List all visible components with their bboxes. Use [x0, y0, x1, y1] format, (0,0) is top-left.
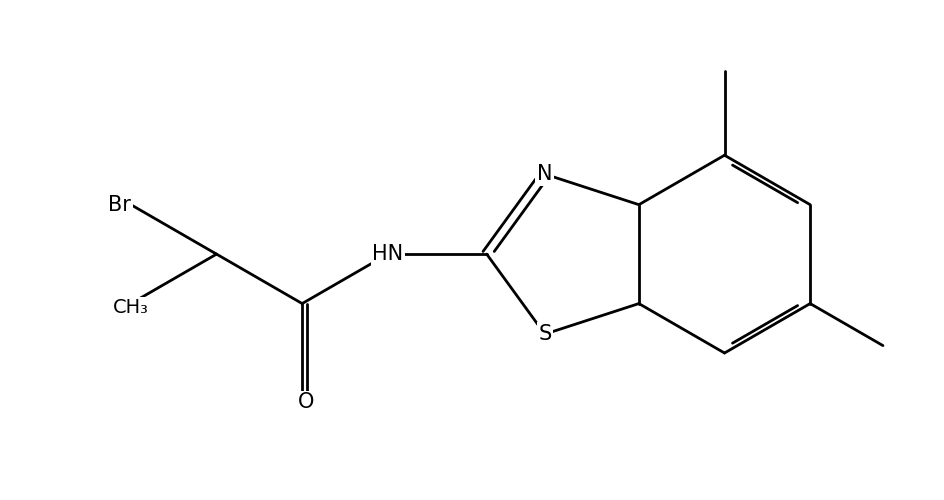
- Text: Br: Br: [108, 194, 131, 214]
- Text: N: N: [537, 164, 552, 184]
- Text: HN: HN: [372, 244, 403, 264]
- Text: S: S: [538, 324, 551, 344]
- Text: CH₃: CH₃: [113, 298, 149, 317]
- Text: O: O: [298, 392, 314, 412]
